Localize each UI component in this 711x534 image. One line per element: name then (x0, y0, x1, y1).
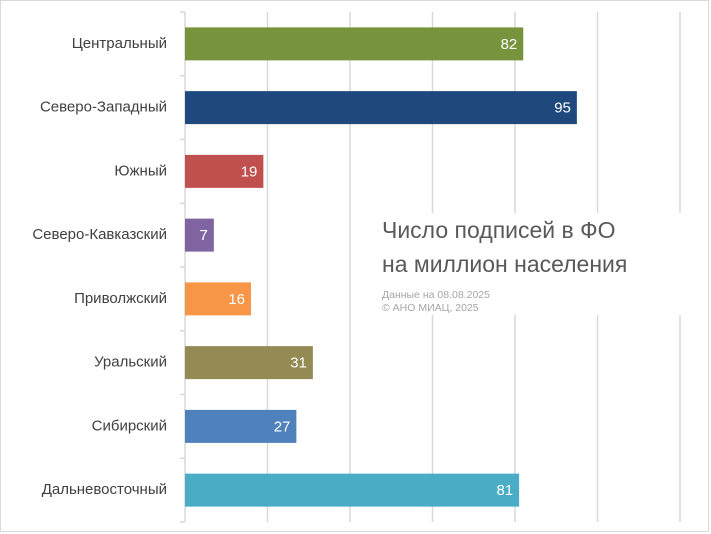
data-label: 82 (501, 36, 518, 53)
category-label: Сибирский (92, 417, 167, 434)
category-label: Приволжский (74, 290, 167, 307)
bar (185, 473, 520, 507)
category-label: Уральский (94, 354, 167, 371)
category-label: Северо-Кавказский (32, 226, 167, 243)
data-label: 7 (200, 227, 208, 244)
chart-notes: Данные на 08.08.2025 © АНО МИАЦ, 2025 (382, 289, 702, 315)
data-label: 31 (290, 355, 307, 372)
category-label: Северо-Западный (40, 99, 167, 116)
title-block: Число подписей в ФО на миллион населения… (382, 213, 702, 315)
bar (185, 409, 297, 443)
bar (185, 282, 251, 316)
bar (185, 218, 214, 252)
bar (185, 91, 577, 125)
data-label: 95 (554, 100, 571, 117)
data-date-note: Данные на 08.08.2025 (382, 289, 490, 301)
data-label: 27 (274, 418, 291, 435)
category-label: Дальневосточный (42, 481, 167, 498)
copyright-note: © АНО МИАЦ, 2025 (382, 302, 479, 314)
bar (185, 27, 524, 61)
bar (185, 154, 264, 188)
category-label: Центральный (72, 35, 167, 52)
data-label: 19 (241, 163, 258, 180)
data-label: 81 (496, 482, 513, 499)
bar (185, 346, 313, 380)
category-label: Южный (114, 162, 167, 179)
chart-title: Число подписей в ФО на миллион населения (382, 217, 628, 277)
data-label: 16 (228, 291, 245, 308)
